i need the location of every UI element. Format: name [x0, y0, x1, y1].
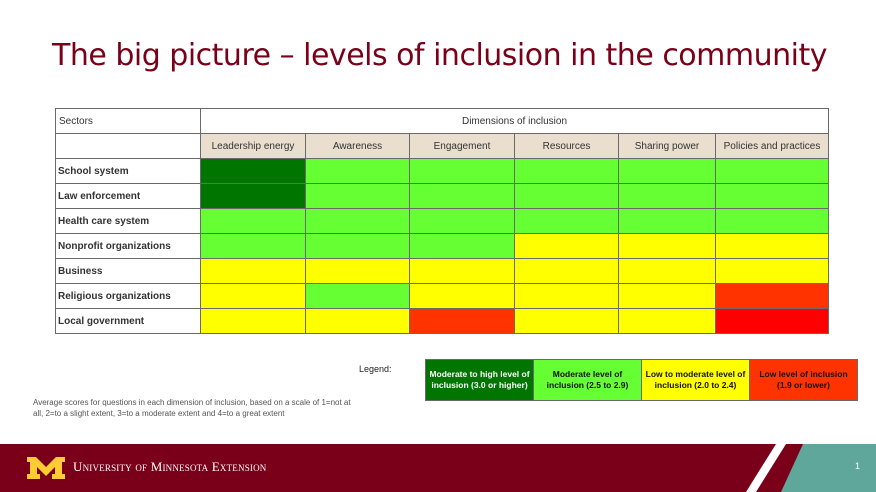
table-row: Local government	[55, 308, 829, 334]
inclusion-level-cell	[715, 183, 829, 209]
page-number: 1	[854, 461, 860, 471]
inclusion-level-cell	[618, 233, 716, 259]
table-row: School system	[55, 158, 829, 184]
inclusion-level-cell	[715, 308, 829, 334]
slide-title: The big picture – levels of inclusion in…	[52, 38, 828, 73]
inclusion-level-cell	[305, 183, 410, 209]
inclusion-level-cell	[409, 208, 515, 234]
inclusion-level-cell	[514, 283, 619, 309]
inclusion-level-cell	[618, 208, 716, 234]
inclusion-level-cell	[715, 258, 829, 284]
dimension-header: Awareness	[305, 133, 410, 159]
dimensions-header: Dimensions of inclusion	[200, 108, 829, 134]
inclusion-level-cell	[305, 208, 410, 234]
inclusion-level-cell	[618, 283, 716, 309]
inclusion-level-cell	[305, 258, 410, 284]
sectors-header: Sectors	[55, 108, 201, 134]
inclusion-level-cell	[618, 308, 716, 334]
sector-label: Health care system	[55, 208, 201, 234]
legend-item: Moderate level of inclusion (2.5 to 2.9)	[533, 359, 642, 401]
legend-label: Legend:	[359, 364, 392, 374]
inclusion-level-cell	[200, 233, 306, 259]
inclusion-level-cell	[618, 183, 716, 209]
sector-label: Business	[55, 258, 201, 284]
inclusion-level-cell	[618, 158, 716, 184]
inclusion-level-cell	[409, 233, 515, 259]
dimension-header: Leadership energy	[200, 133, 306, 159]
table-row: Business	[55, 258, 829, 284]
footer-accent	[781, 444, 876, 492]
inclusion-level-cell	[200, 283, 306, 309]
table-row: Law enforcement	[55, 183, 829, 209]
inclusion-level-cell	[514, 183, 619, 209]
inclusion-level-cell	[305, 158, 410, 184]
dimension-header: Resources	[514, 133, 619, 159]
inclusion-level-cell	[514, 233, 619, 259]
table-row: Health care system	[55, 208, 829, 234]
inclusion-level-cell	[200, 308, 306, 334]
inclusion-level-cell	[305, 283, 410, 309]
sector-label: Nonprofit organizations	[55, 233, 201, 259]
inclusion-level-cell	[200, 183, 306, 209]
inclusion-level-cell	[200, 208, 306, 234]
sector-label: Local government	[55, 308, 201, 334]
table-row: Nonprofit organizations	[55, 233, 829, 259]
footnote: Average scores for questions in each dim…	[33, 398, 351, 418]
organization-name: University of Minnesota Extension	[73, 459, 267, 474]
dimension-header: Engagement	[409, 133, 515, 159]
inclusion-level-cell	[618, 258, 716, 284]
inclusion-table: Sectors Dimensions of inclusion Leadersh…	[55, 108, 829, 334]
legend-item: Low level of inclusion (1.9 or lower)	[749, 359, 858, 401]
sector-label: Law enforcement	[55, 183, 201, 209]
dimension-header: Policies and practices	[715, 133, 829, 159]
inclusion-level-cell	[715, 233, 829, 259]
inclusion-level-cell	[715, 158, 829, 184]
footer-stripe	[746, 444, 786, 492]
inclusion-level-cell	[514, 308, 619, 334]
inclusion-level-cell	[409, 308, 515, 334]
inclusion-level-cell	[409, 158, 515, 184]
inclusion-level-cell	[200, 158, 306, 184]
table-row: Religious organizations	[55, 283, 829, 309]
inclusion-level-cell	[715, 208, 829, 234]
inclusion-level-cell	[409, 283, 515, 309]
inclusion-level-cell	[514, 158, 619, 184]
inclusion-level-cell	[514, 208, 619, 234]
legend-table: Moderate to high level of inclusion (3.0…	[425, 359, 858, 401]
inclusion-level-cell	[715, 283, 829, 309]
sector-label: School system	[55, 158, 201, 184]
legend-item: Moderate to high level of inclusion (3.0…	[425, 359, 534, 401]
corner-cell	[55, 133, 201, 159]
inclusion-level-cell	[409, 258, 515, 284]
inclusion-level-cell	[514, 258, 619, 284]
inclusion-level-cell	[409, 183, 515, 209]
legend-item: Low to moderate level of inclusion (2.0 …	[641, 359, 750, 401]
inclusion-level-cell	[200, 258, 306, 284]
university-logo-icon	[27, 457, 65, 479]
dimension-header: Sharing power	[618, 133, 716, 159]
sector-label: Religious organizations	[55, 283, 201, 309]
footer-bar: University of Minnesota Extension 1	[0, 444, 876, 492]
inclusion-level-cell	[305, 308, 410, 334]
inclusion-level-cell	[305, 233, 410, 259]
